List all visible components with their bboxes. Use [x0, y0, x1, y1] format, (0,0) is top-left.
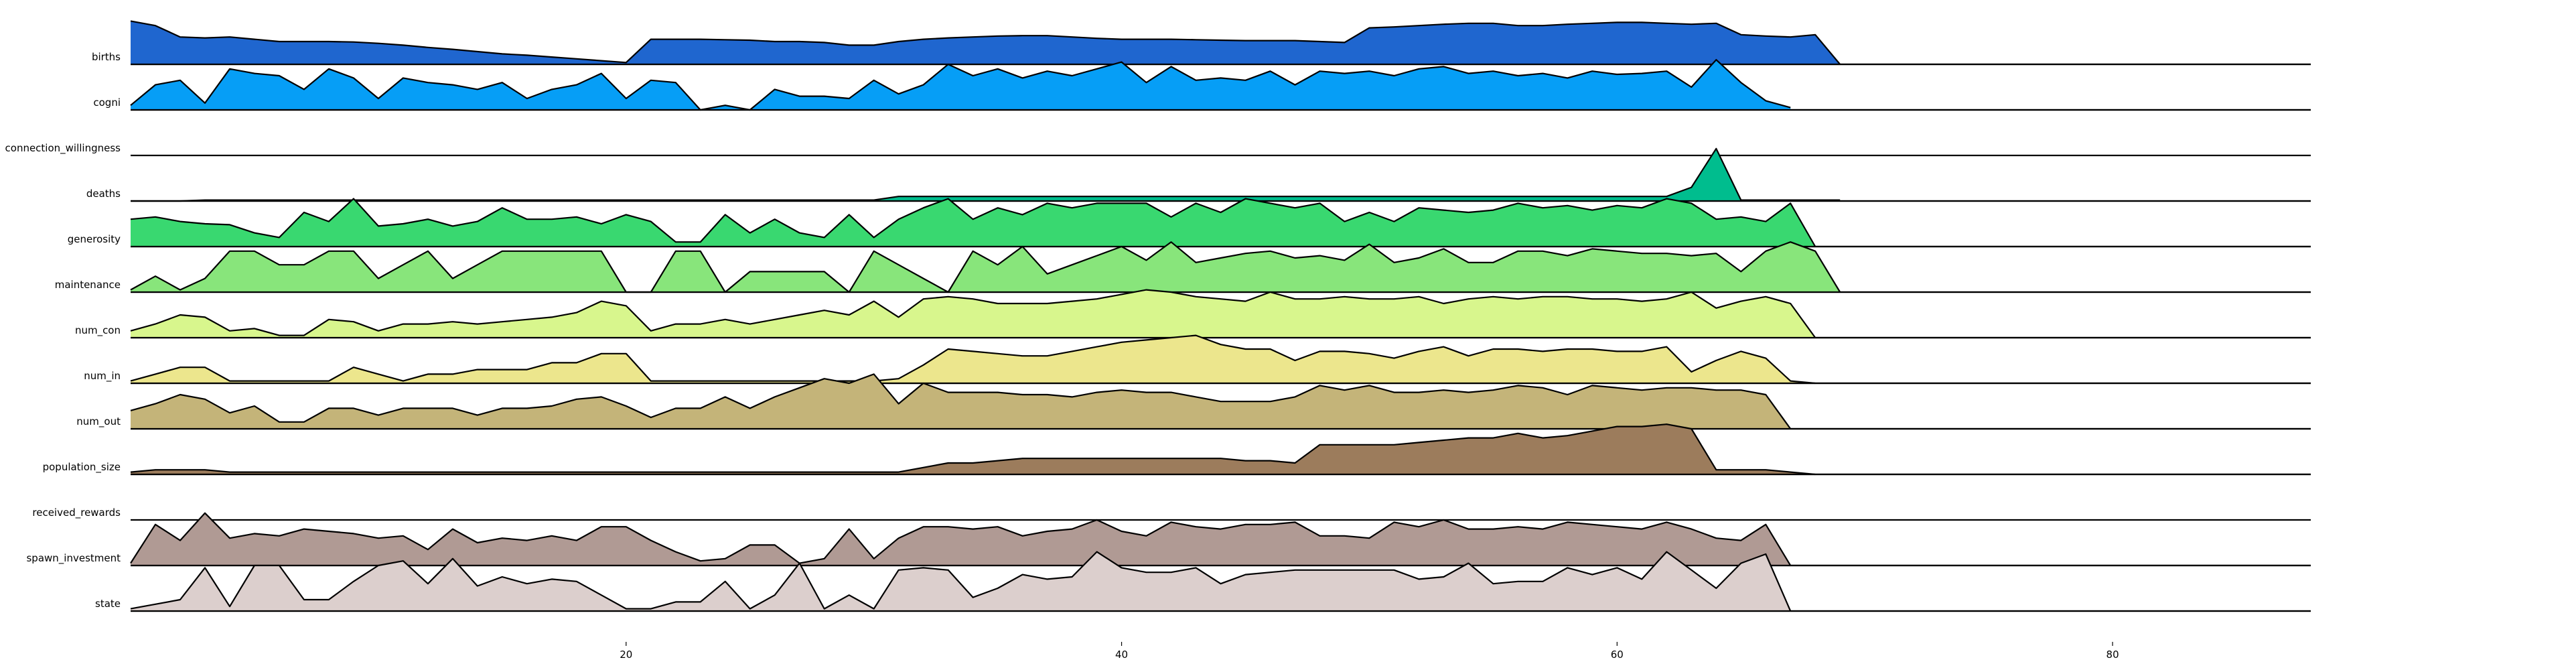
row-label-population_size: population_size: [43, 461, 121, 474]
area-births: [131, 21, 1841, 64]
row-label-births: births: [92, 51, 121, 63]
area-spawn_investment: [131, 513, 1791, 565]
line-state: [130, 551, 1792, 612]
row-label-spawn_investment: spawn_investment: [26, 552, 121, 565]
row-label-cogni: cogni: [93, 96, 121, 109]
x-tick-label-20: 20: [620, 649, 632, 661]
row-label-received_rewards: received_rewards: [32, 507, 121, 519]
row-label-maintenance: maintenance: [55, 279, 121, 291]
line-births: [130, 20, 1841, 65]
line-deaths: [131, 147, 1841, 202]
x-tick-label-60: 60: [1611, 649, 1624, 661]
line-num_out: [130, 373, 1792, 429]
line-num_con: [130, 289, 1816, 338]
row-label-num_con: num_con: [75, 324, 121, 337]
line-cogni: [130, 59, 1791, 111]
x-tick-label-80: 80: [2106, 649, 2119, 661]
row-label-num_in: num_in: [84, 370, 121, 383]
line-population_size: [130, 423, 1816, 476]
area-generosity: [131, 198, 1816, 247]
row-label-connection_willingness: connection_willingness: [5, 142, 121, 155]
area-population_size: [131, 424, 1816, 474]
area-deaths: [131, 148, 1841, 201]
line-generosity: [130, 198, 1816, 247]
row-label-deaths: deaths: [86, 188, 121, 200]
row-label-state: state: [95, 598, 121, 610]
line-spawn_investment: [130, 512, 1792, 566]
area-cogni: [131, 60, 1791, 110]
row-label-num_out: num_out: [76, 415, 121, 428]
line-maintenance: [130, 241, 1841, 293]
row-label-generosity: generosity: [68, 233, 121, 245]
area-num_con: [131, 289, 1816, 338]
area-maintenance: [131, 242, 1841, 292]
area-num_in: [131, 335, 1816, 383]
line-num_in: [130, 334, 1816, 385]
x-tick-label-40: 40: [1115, 649, 1128, 661]
area-state: [131, 551, 1791, 611]
